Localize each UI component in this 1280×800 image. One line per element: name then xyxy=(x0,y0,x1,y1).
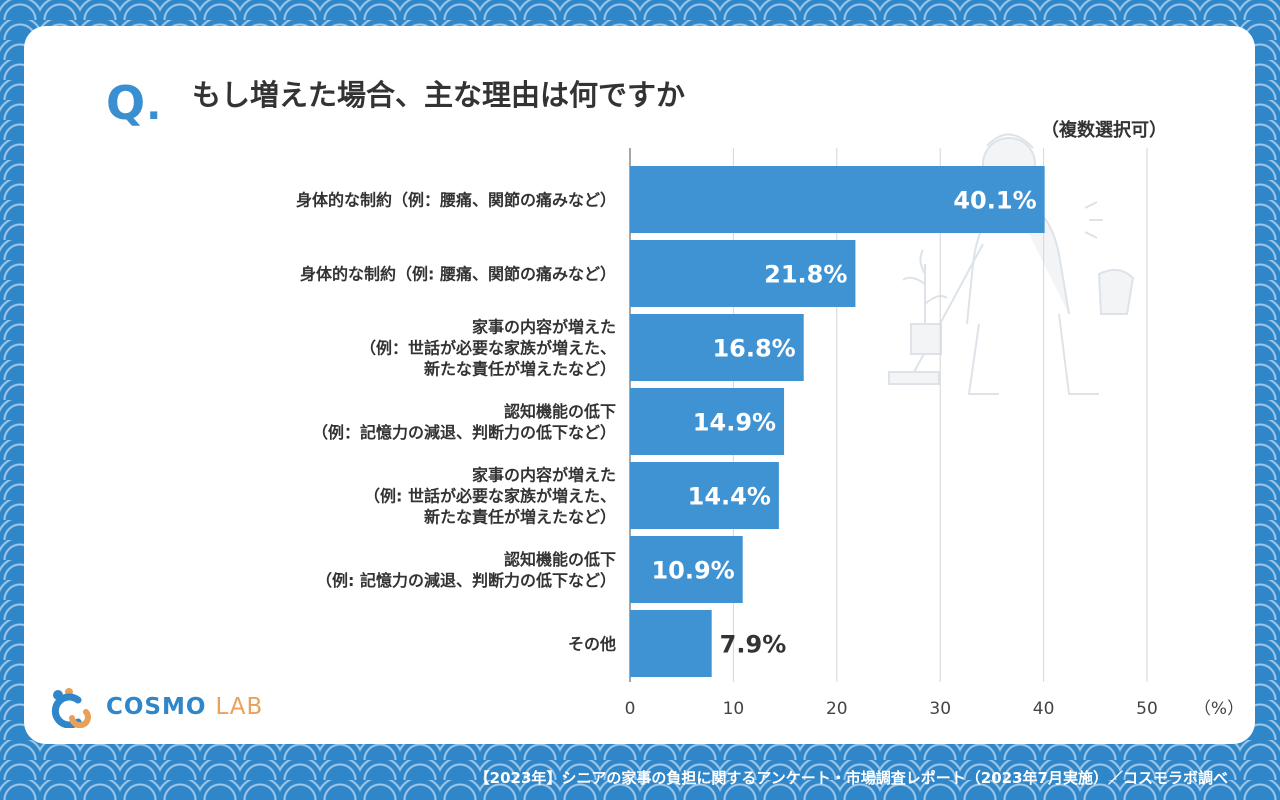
bar xyxy=(630,314,804,381)
x-tick-label: 10 xyxy=(723,699,745,719)
data-label: 40.1% xyxy=(953,187,1036,215)
category-label: 認知機能の低下（例: 記憶力の減退、判断力の低下など） xyxy=(316,550,616,590)
bar xyxy=(630,166,1045,233)
cosmo-lab-logo: COSMO LAB xyxy=(48,686,263,728)
multiple-choice-note: （複数選択可） xyxy=(1041,120,1167,141)
logo-text: COSMO LAB xyxy=(106,694,264,720)
x-tick-label: 50 xyxy=(1136,699,1158,719)
x-tick-label: 20 xyxy=(826,699,848,719)
data-label: 14.4% xyxy=(688,483,771,511)
bar xyxy=(630,240,856,307)
category-label: 家事の内容が増えた（例：世話が必要な家族が増えた、新たな責任が増えたなど） xyxy=(360,318,616,379)
category-label: 家事の内容が増えた（例: 世話が必要な家族が増えた、新たな責任が増えたなど） xyxy=(364,466,616,527)
category-label: 身体的な制約（例: 腰痛、関節の痛みなど） xyxy=(300,265,616,284)
bar xyxy=(630,462,779,529)
bar xyxy=(630,388,785,455)
page-title: もし増えた場合、主な理由は何ですか xyxy=(192,78,686,112)
data-label: 14.9% xyxy=(693,409,776,437)
chart-card: Q. もし増えた場合、主な理由は何ですか （複数選択可） 0 10 20 30 40 50… xyxy=(24,26,1255,744)
bar xyxy=(630,536,743,603)
data-label: 10.9% xyxy=(651,557,734,585)
question-mark: Q. xyxy=(106,76,163,130)
logo-icon xyxy=(51,688,91,728)
bar xyxy=(630,610,712,677)
data-label: 21.8% xyxy=(764,261,847,289)
bar-chart: 0 10 20 30 40 50 （%） 40.1% 身体的な制約（例：腰痛、関節の痛みなど） 2… xyxy=(296,148,1244,719)
category-label: 認知機能の低下（例：記憶力の減退、判断力の低下など） xyxy=(312,402,616,442)
x-axis-unit: （%） xyxy=(1194,699,1244,719)
x-tick-label: 0 xyxy=(625,699,636,719)
x-tick-label: 30 xyxy=(929,699,951,719)
category-label: その他 xyxy=(568,635,616,654)
category-label: 身体的な制約（例：腰痛、関節の痛みなど） xyxy=(296,191,616,210)
data-label: 16.8% xyxy=(712,335,795,363)
source-footer: 【2023年】シニアの家事の負担に関するアンケート・市場調査レポート（2023年… xyxy=(474,769,1228,787)
x-tick-label: 40 xyxy=(1033,699,1055,719)
data-label: 7.9% xyxy=(720,631,787,659)
